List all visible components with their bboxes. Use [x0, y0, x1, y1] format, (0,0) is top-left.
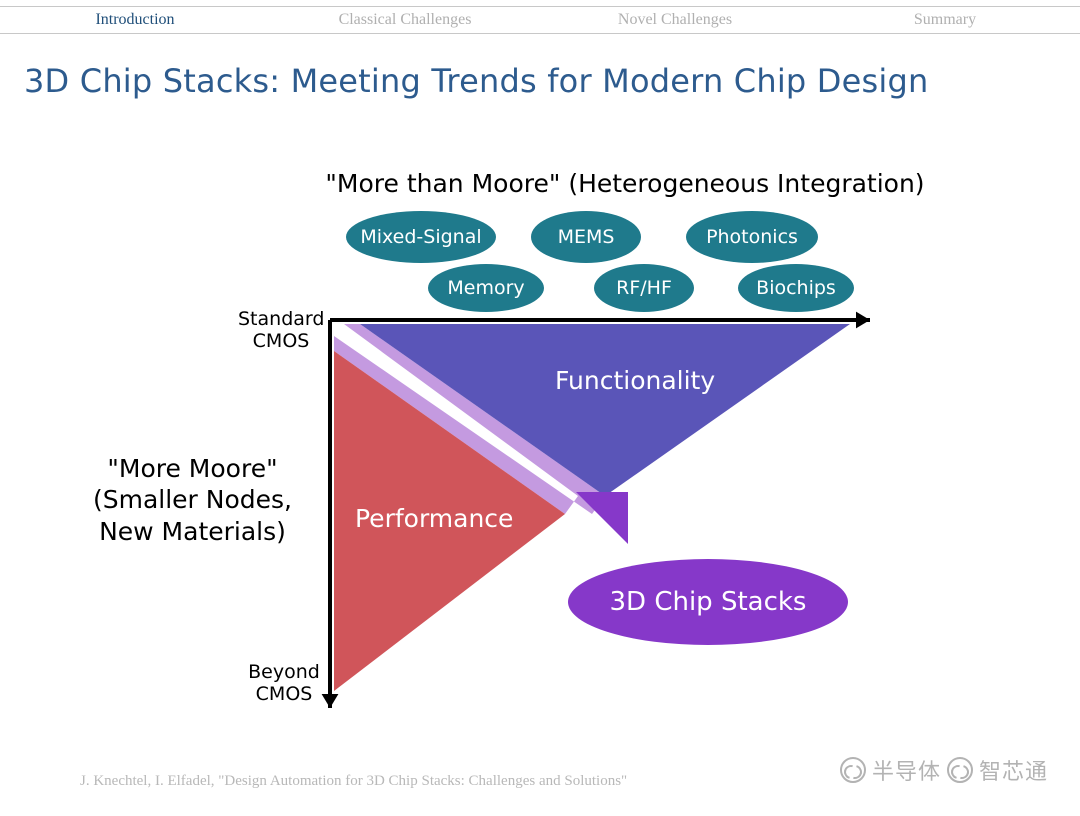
- heading-more-moore: "More Moore" (Smaller Nodes, New Materia…: [80, 453, 305, 547]
- diagram-svg: [0, 6, 1080, 816]
- label-mems: MEMS: [531, 211, 641, 263]
- label-rfhf: RF/HF: [594, 264, 694, 312]
- label-memory: Memory: [428, 264, 544, 312]
- convergence-arrow: [576, 492, 628, 544]
- label-functionality: Functionality: [555, 366, 715, 395]
- watermark-text-right: 智芯通: [979, 754, 1048, 786]
- citation-footer: J. Knechtel, I. Elfadel, "Design Automat…: [80, 773, 627, 790]
- label-mixed-signal: Mixed-Signal: [346, 211, 496, 263]
- watermark: 半导体 智芯通: [840, 754, 1048, 786]
- side-line2: (Smaller Nodes,: [93, 485, 292, 514]
- heading-more-than-moore: "More than Moore" (Heterogeneous Integra…: [300, 169, 950, 198]
- side-line3: New Materials): [99, 517, 286, 546]
- axis-label-beyond-cmos: BeyondCMOS: [244, 662, 324, 706]
- label-performance: Performance: [355, 504, 513, 533]
- watermark-icon2: [947, 757, 973, 783]
- watermark-text-left: 半导体: [872, 754, 941, 786]
- label-photonics: Photonics: [686, 211, 818, 263]
- side-line1: "More Moore": [107, 454, 277, 483]
- axis-label-standard-cmos: StandardCMOS: [238, 309, 324, 353]
- label-3d-chip-stacks: 3D Chip Stacks: [568, 559, 848, 645]
- label-biochips: Biochips: [738, 264, 854, 312]
- watermark-icon: [840, 757, 866, 783]
